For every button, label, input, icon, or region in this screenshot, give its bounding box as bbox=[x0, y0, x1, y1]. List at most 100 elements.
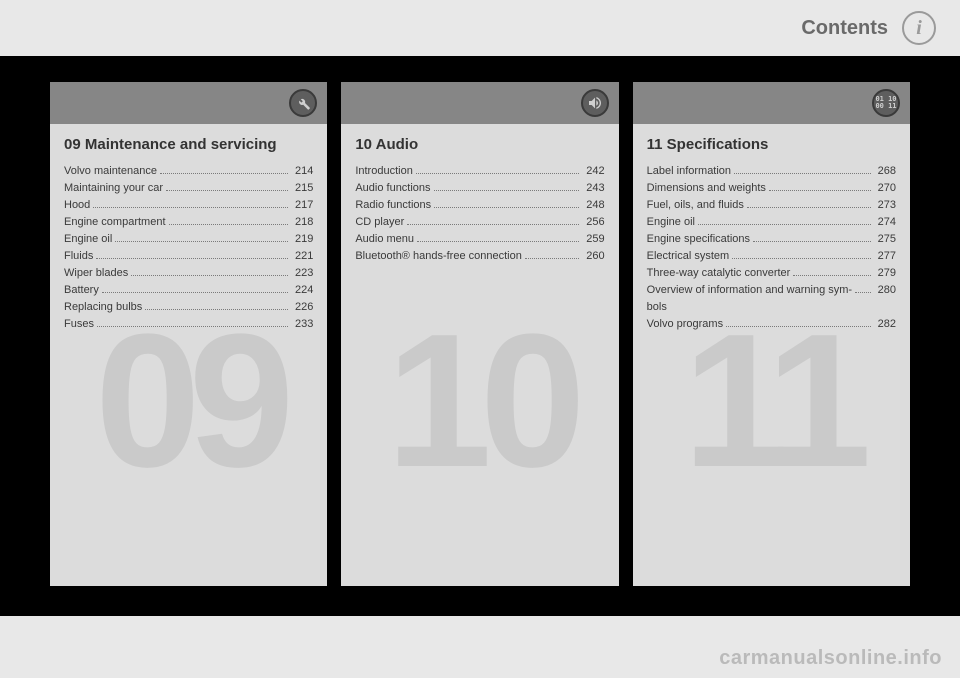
toc-page: 274 bbox=[874, 214, 896, 231]
toc-page: 214 bbox=[291, 163, 313, 180]
card-10: 10 10 Audio Introduction 242 Audio funct… bbox=[341, 82, 618, 586]
toc-dots bbox=[769, 182, 871, 191]
card-body: 09 Maintenance and servicing Volvo maint… bbox=[50, 124, 327, 347]
toc-page: 280 bbox=[874, 282, 896, 299]
toc-page: 243 bbox=[582, 180, 604, 197]
card-title: 11 Specifications bbox=[647, 136, 896, 153]
toc-label: Fuses bbox=[64, 316, 94, 333]
toc-label: Hood bbox=[64, 197, 90, 214]
toc-dots bbox=[97, 319, 288, 328]
toc-dots bbox=[166, 182, 288, 191]
toc-row: Introduction 242 bbox=[355, 163, 604, 180]
toc-dots bbox=[747, 199, 871, 208]
toc-label: Audio functions bbox=[355, 180, 430, 197]
toc-dots bbox=[698, 216, 871, 225]
toc-dots bbox=[131, 267, 288, 276]
toc-page: 219 bbox=[291, 231, 313, 248]
binary-icon: 01 10 00 11 bbox=[872, 89, 900, 117]
toc-row: Wiper blades223 bbox=[64, 265, 313, 282]
big-number: 10 bbox=[386, 306, 573, 496]
toc-label: Dimensions and weights bbox=[647, 180, 766, 197]
toc-row: CD player256 bbox=[355, 214, 604, 231]
toc-dots bbox=[525, 250, 579, 259]
toc-page: 221 bbox=[291, 248, 313, 265]
toc-list: Introduction 242 Audio functions 243 Radi… bbox=[355, 163, 604, 265]
toc-row: Dimensions and weights 270 bbox=[647, 180, 896, 197]
toc-page: 248 bbox=[582, 197, 604, 214]
toc-page: 233 bbox=[291, 316, 313, 333]
toc-label: Maintaining your car bbox=[64, 180, 163, 197]
toc-row: Volvo programs 282 bbox=[647, 316, 896, 333]
toc-page: 217 bbox=[291, 197, 313, 214]
card-title: 09 Maintenance and servicing bbox=[64, 136, 313, 153]
toc-dots bbox=[416, 165, 579, 174]
toc-page: 270 bbox=[874, 180, 896, 197]
toc-label: Overview of information and warning sym-… bbox=[647, 282, 852, 316]
toc-page: 259 bbox=[582, 231, 604, 248]
toc-page: 282 bbox=[874, 316, 896, 333]
toc-dots bbox=[93, 199, 288, 208]
toc-label: Fluids bbox=[64, 248, 93, 265]
toc-label: Bluetooth® hands-free connection bbox=[355, 248, 522, 265]
toc-label: Three-way catalytic converter bbox=[647, 265, 791, 282]
toc-dots bbox=[726, 319, 871, 328]
page-header: Contents i bbox=[0, 0, 960, 56]
toc-page: 260 bbox=[582, 248, 604, 265]
toc-label: Battery bbox=[64, 282, 99, 299]
toc-page: 223 bbox=[291, 265, 313, 282]
card-11: 01 10 00 11 11 11 Specifications Label i… bbox=[633, 82, 910, 586]
toc-row: Replacing bulbs226 bbox=[64, 299, 313, 316]
toc-dots bbox=[407, 216, 579, 225]
toc-row: Bluetooth® hands-free connection 260 bbox=[355, 248, 604, 265]
toc-label: Radio functions bbox=[355, 197, 431, 214]
toc-dots bbox=[734, 165, 871, 174]
info-icon: i bbox=[902, 11, 936, 45]
card-body: 11 Specifications Label information 268 D… bbox=[633, 124, 910, 347]
toc-page: 277 bbox=[874, 248, 896, 265]
wrench-icon bbox=[289, 89, 317, 117]
toc-dots bbox=[169, 216, 288, 225]
toc-dots bbox=[160, 165, 288, 174]
toc-dots bbox=[115, 233, 288, 242]
toc-row: Fuses 233 bbox=[64, 316, 313, 333]
card-topbar bbox=[341, 82, 618, 124]
toc-dots bbox=[855, 285, 871, 294]
toc-page: 242 bbox=[582, 163, 604, 180]
toc-page: 273 bbox=[874, 197, 896, 214]
toc-label: Engine oil bbox=[647, 214, 695, 231]
toc-dots bbox=[145, 302, 288, 311]
speaker-icon bbox=[581, 89, 609, 117]
toc-list: Label information 268 Dimensions and weig… bbox=[647, 163, 896, 333]
toc-row: Audio functions 243 bbox=[355, 180, 604, 197]
toc-page: 275 bbox=[874, 231, 896, 248]
toc-row: Volvo maintenance214 bbox=[64, 163, 313, 180]
toc-row: Maintaining your car 215 bbox=[64, 180, 313, 197]
toc-dots bbox=[434, 182, 580, 191]
toc-page: 218 bbox=[291, 214, 313, 231]
toc-label: Volvo programs bbox=[647, 316, 723, 333]
toc-label: Engine compartment bbox=[64, 214, 166, 231]
content-band: 09 09 Maintenance and servicing Volvo ma… bbox=[0, 56, 960, 616]
card-body: 10 Audio Introduction 242 Audio function… bbox=[341, 124, 618, 279]
toc-page: 215 bbox=[291, 180, 313, 197]
toc-list: Volvo maintenance214 Maintaining your ca… bbox=[64, 163, 313, 333]
card-topbar: 01 10 00 11 bbox=[633, 82, 910, 124]
toc-label: Label information bbox=[647, 163, 731, 180]
toc-label: CD player bbox=[355, 214, 404, 231]
toc-label: Engine oil bbox=[64, 231, 112, 248]
toc-dots bbox=[102, 285, 288, 294]
toc-row: Three-way catalytic converter 279 bbox=[647, 265, 896, 282]
toc-row: Engine specifications275 bbox=[647, 231, 896, 248]
toc-label: Introduction bbox=[355, 163, 412, 180]
toc-row: Overview of information and warning sym-… bbox=[647, 282, 896, 316]
toc-page: 268 bbox=[874, 163, 896, 180]
page-title: Contents bbox=[801, 17, 888, 40]
watermark: carmanualsonline.info bbox=[719, 647, 942, 670]
toc-dots bbox=[793, 267, 870, 276]
toc-row: Engine oil 219 bbox=[64, 231, 313, 248]
toc-row: Label information 268 bbox=[647, 163, 896, 180]
toc-label: Electrical system bbox=[647, 248, 730, 265]
toc-page: 279 bbox=[874, 265, 896, 282]
toc-label: Fuel, oils, and fluids bbox=[647, 197, 744, 214]
card-title: 10 Audio bbox=[355, 136, 604, 153]
